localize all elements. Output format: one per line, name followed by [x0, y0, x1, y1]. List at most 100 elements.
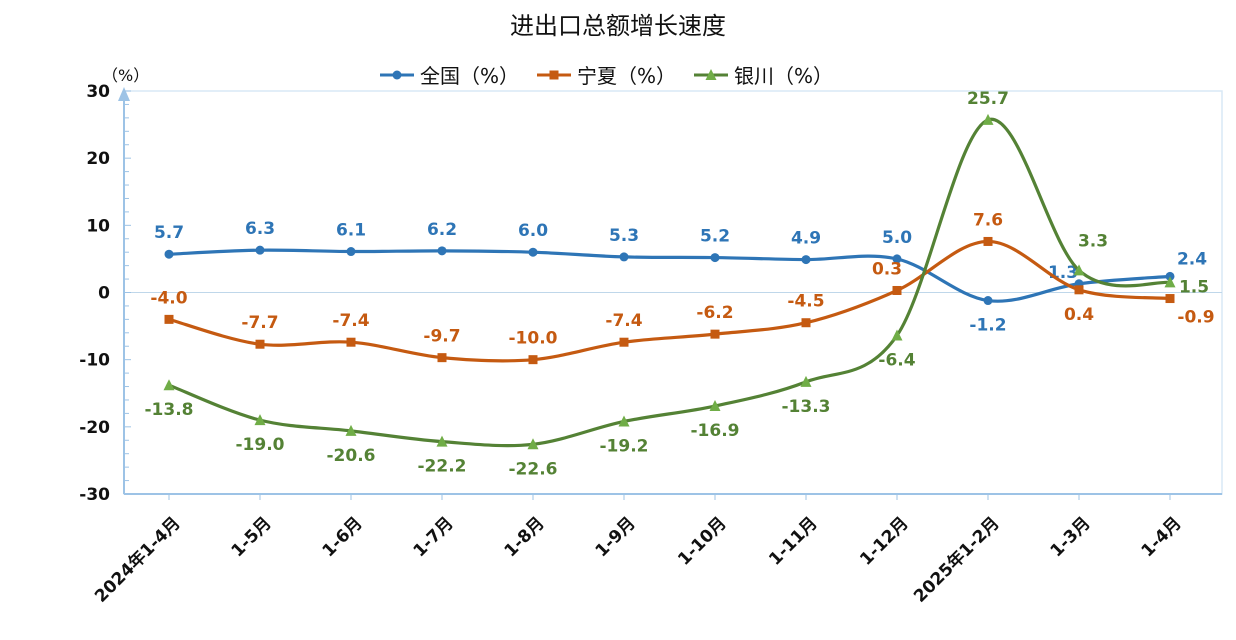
legend-item-ningxia: 宁夏（%）: [537, 60, 676, 89]
data-label-1-0: -4.0: [150, 288, 187, 308]
marker-1-11: [1165, 294, 1175, 304]
marker-0-6: [710, 253, 720, 263]
data-label-0-0: 5.7: [154, 223, 184, 243]
x-tick-label: 1-10月: [674, 513, 730, 569]
marker-2-10: [1073, 264, 1085, 276]
marker-2-4: [527, 438, 539, 450]
marker-0-9: [983, 296, 993, 306]
marker-0-7: [801, 255, 811, 265]
data-label-0-3: 6.2: [427, 220, 457, 240]
marker-1-10: [1074, 285, 1084, 295]
marker-2-8: [891, 329, 903, 341]
data-label-0-4: 6.0: [518, 221, 548, 241]
data-label-2-8: -6.4: [878, 350, 915, 370]
legend-marker-square-icon: [537, 70, 572, 79]
data-label-1-1: -7.7: [241, 313, 278, 333]
y-tick-label: -10: [79, 351, 110, 371]
y-tick-label: 20: [86, 149, 110, 169]
data-label-2-6: -16.9: [691, 421, 740, 441]
marker-1-9: [983, 236, 993, 246]
data-label-2-9: 25.7: [967, 89, 1009, 109]
marker-0-4: [528, 247, 538, 257]
chart-title: 进出口总额增长速度: [510, 12, 726, 40]
marker-1-3: [437, 353, 447, 363]
marker-1-2: [346, 337, 356, 347]
data-label-2-4: -22.6: [509, 459, 558, 479]
marker-2-9: [982, 113, 994, 125]
data-label-2-10: 3.3: [1078, 231, 1108, 251]
y-tick-label: 10: [86, 216, 110, 236]
marker-2-3: [436, 435, 448, 447]
data-label-1-3: -9.7: [423, 327, 460, 347]
marker-2-11: [1164, 276, 1176, 288]
data-label-0-8: 5.0: [882, 228, 912, 248]
data-label-2-11: 1.5: [1179, 277, 1209, 297]
data-label-1-11: -0.9: [1177, 308, 1214, 328]
data-label-0-5: 5.3: [609, 226, 639, 246]
marker-1-7: [801, 318, 811, 328]
series-line-1: [168, 239, 1171, 363]
x-tick-label: 1-9月: [592, 513, 640, 561]
x-tick-label: 1-6月: [319, 513, 367, 561]
marker-1-1: [255, 339, 265, 349]
legend-item-national: 全国（%）: [380, 60, 519, 89]
data-label-2-2: -20.6: [327, 446, 376, 466]
legend: 全国（%） 宁夏（%） 银川（%）: [380, 60, 833, 89]
legend-label-yinchuan: 银川（%）: [734, 64, 834, 88]
series-line-2: [168, 117, 1171, 448]
data-label-2-0: -13.8: [145, 400, 194, 420]
data-label-1-6: -6.2: [696, 303, 733, 323]
data-label-1-10: 0.4: [1064, 305, 1094, 325]
legend-label-national: 全国（%）: [420, 64, 520, 88]
marker-1-5: [619, 337, 629, 347]
marker-1-8: [892, 285, 902, 295]
marker-1-6: [710, 329, 720, 339]
data-label-0-1: 6.3: [245, 219, 275, 239]
x-tick-label: 1-3月: [1047, 513, 1095, 561]
x-tick-label: 1-8月: [501, 513, 549, 561]
legend-marker-triangle-icon: [694, 68, 729, 80]
data-label-0-9: -1.2: [969, 316, 1006, 336]
marker-2-0: [163, 379, 175, 391]
legend-label-ningxia: 宁夏（%）: [577, 64, 677, 88]
marker-0-1: [255, 245, 265, 255]
data-label-2-3: -22.2: [418, 457, 467, 477]
x-tick-label: 1-11月: [765, 513, 821, 569]
marker-1-4: [528, 355, 538, 365]
y-tick-label: 30: [86, 82, 110, 102]
data-label-0-11: 2.4: [1177, 249, 1207, 269]
data-label-1-5: -7.4: [605, 311, 642, 331]
y-tick-label: -20: [79, 418, 110, 438]
data-label-1-9: 7.6: [973, 210, 1003, 230]
marker-2-6: [709, 400, 721, 412]
data-label-1-7: -4.5: [787, 292, 824, 312]
legend-item-yinchuan: 银川（%）: [694, 60, 833, 89]
marker-2-1: [254, 414, 266, 426]
y-tick-label: 0: [98, 284, 110, 304]
marker-2-7: [800, 375, 812, 387]
data-label-2-5: -19.2: [600, 436, 649, 456]
data-label-1-4: -10.0: [509, 329, 558, 349]
marker-0-2: [346, 247, 356, 257]
marker-2-2: [345, 424, 357, 436]
marker-0-5: [619, 252, 629, 262]
marker-0-8: [892, 254, 902, 264]
series-line-0: [168, 248, 1171, 303]
data-label-0-2: 6.1: [336, 221, 366, 241]
data-label-1-8: 0.3: [872, 259, 902, 279]
data-label-2-7: -13.3: [782, 397, 831, 417]
marker-2-5: [618, 415, 630, 427]
marker-1-0: [164, 314, 174, 324]
data-label-2-1: -19.0: [236, 435, 285, 455]
marker-0-3: [437, 246, 447, 256]
y-tick-label: -30: [79, 485, 110, 505]
data-label-0-7: 4.9: [791, 229, 821, 249]
data-label-0-6: 5.2: [700, 227, 730, 247]
y-axis-unit: （%）: [102, 66, 150, 85]
x-tick-label: 1-5月: [228, 513, 276, 561]
x-tick-label: 2025年1-2月: [909, 513, 1003, 607]
x-tick-label: 1-12月: [856, 513, 912, 569]
marker-0-11: [1165, 271, 1175, 281]
y-axis-arrow-icon: [118, 87, 130, 101]
